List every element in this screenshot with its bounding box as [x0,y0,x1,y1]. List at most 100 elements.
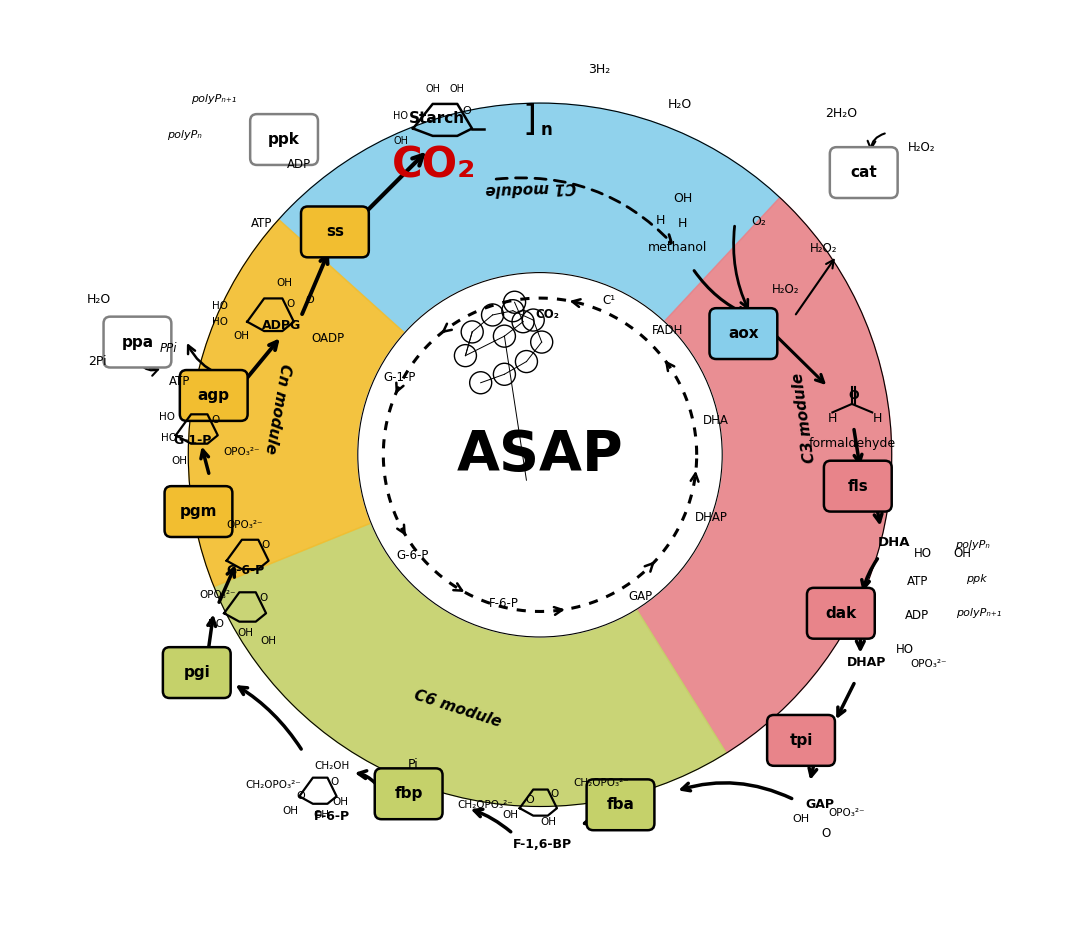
Text: H: H [873,411,882,424]
FancyBboxPatch shape [301,207,368,257]
Text: OH: OH [238,627,253,638]
Text: F-6-P: F-6-P [313,810,350,823]
Text: ppk: ppk [967,574,987,584]
Text: H: H [827,411,837,424]
Text: 2H₂O: 2H₂O [825,107,856,120]
Text: DHAP: DHAP [694,511,728,524]
Text: ]: ] [523,103,537,137]
Text: G-6-P: G-6-P [396,549,429,562]
Text: OH: OH [333,798,349,807]
Text: CO₂: CO₂ [392,145,476,187]
Text: pgm: pgm [179,504,217,519]
Text: ASAP: ASAP [457,428,623,482]
Text: OH: OH [953,547,971,560]
Text: ATP: ATP [170,375,190,388]
Text: ppk: ppk [268,132,300,147]
Text: H₂O₂: H₂O₂ [810,242,838,255]
Text: C3 module: C3 module [791,371,819,464]
Text: 3H₂: 3H₂ [589,63,610,76]
Circle shape [357,273,723,637]
Text: ADPG: ADPG [261,319,301,332]
Text: fbp: fbp [394,786,423,801]
Text: OH: OH [233,331,249,341]
Polygon shape [214,523,727,807]
Text: HO: HO [393,111,408,122]
Text: O: O [211,414,219,424]
Text: fba: fba [607,798,634,813]
Text: polyPₙ₊₁: polyPₙ₊₁ [957,609,1001,618]
FancyBboxPatch shape [375,769,443,819]
Text: C1 module: C1 module [485,179,577,197]
Text: OH: OH [502,810,518,820]
Text: polyPₙ: polyPₙ [955,540,989,551]
Text: HO: HO [212,301,228,311]
Text: GAP: GAP [629,590,652,603]
Text: OPO₃²⁻: OPO₃²⁻ [828,808,865,818]
Text: O: O [822,827,832,841]
Text: HO: HO [208,619,225,629]
Text: CH₂OH: CH₂OH [314,761,350,770]
Text: ss: ss [326,224,343,239]
Text: O: O [261,540,270,550]
Text: PPi: PPi [160,342,177,355]
FancyBboxPatch shape [104,317,172,367]
Text: OPO₃²⁻: OPO₃²⁻ [227,520,264,530]
Text: agp: agp [198,388,230,403]
Text: OPO₃²⁻: OPO₃²⁻ [224,447,260,457]
Text: fls: fls [848,479,868,494]
FancyBboxPatch shape [180,370,247,421]
Text: DHA: DHA [878,536,910,549]
Text: 2Pi: 2Pi [89,355,107,368]
Text: CO₂: CO₂ [536,309,559,322]
Text: CH₂OPO₃²⁻: CH₂OPO₃²⁻ [245,781,301,790]
Text: formaldehyde: formaldehyde [808,438,895,451]
Text: G-1-P: G-1-P [174,434,212,447]
Text: n: n [541,122,553,139]
Text: HO: HO [161,433,177,443]
Text: CH₂OPO₃²⁻: CH₂OPO₃²⁻ [573,778,629,788]
FancyBboxPatch shape [829,147,897,198]
Text: GAP: GAP [806,798,834,812]
Text: OH: OH [313,810,329,820]
Polygon shape [188,220,405,586]
Text: O₂: O₂ [752,215,766,228]
Text: O: O [297,791,306,801]
Text: OH: OH [172,455,188,466]
Text: OH: OH [426,84,441,94]
FancyBboxPatch shape [767,715,835,766]
Text: H₂O: H₂O [667,98,692,111]
Text: Cn module: Cn module [261,362,293,454]
FancyBboxPatch shape [164,486,232,537]
FancyBboxPatch shape [807,588,875,639]
FancyBboxPatch shape [586,780,654,830]
Text: OH: OH [673,192,692,205]
Text: OH: OH [449,84,464,94]
Text: O: O [286,299,295,309]
Text: dak: dak [825,606,856,621]
Text: OH: OH [393,136,408,146]
Text: ppa: ppa [121,335,153,350]
Text: cat: cat [850,165,877,180]
Text: OH: OH [793,814,810,824]
Text: ADP: ADP [905,610,929,623]
Text: OADP: OADP [311,332,345,345]
Text: Pi: Pi [407,757,418,770]
Text: DHAP: DHAP [847,656,886,669]
Text: HO: HO [159,411,175,422]
Text: OH: OH [282,806,298,815]
Text: OPO₃²⁻: OPO₃²⁻ [200,590,237,599]
Text: polyPₙ₊₁: polyPₙ₊₁ [191,94,237,104]
FancyBboxPatch shape [251,114,318,165]
Text: H₂O₂: H₂O₂ [772,283,799,296]
Text: G-1-P: G-1-P [383,370,416,383]
Text: OH: OH [260,636,276,646]
Text: O: O [551,789,558,799]
Text: H: H [677,217,687,230]
Polygon shape [636,197,892,753]
Text: tpi: tpi [789,733,813,748]
Text: polyPₙ: polyPₙ [166,130,202,140]
Text: O: O [306,295,314,305]
Text: O: O [526,795,535,805]
Text: O: O [462,107,472,116]
Text: C¹: C¹ [603,294,616,307]
